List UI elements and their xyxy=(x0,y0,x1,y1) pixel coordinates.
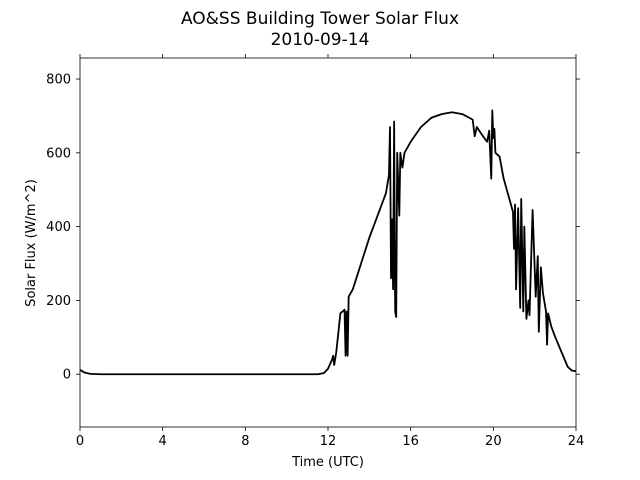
y-tick-label: 600 xyxy=(46,146,71,161)
x-tick-label: 24 xyxy=(568,434,585,449)
x-axis-label: Time (UTC) xyxy=(291,455,364,470)
x-tick-label: 12 xyxy=(320,434,337,449)
y-axis-label: Solar Flux (W/m^2) xyxy=(24,179,39,307)
x-tick-label: 20 xyxy=(485,434,502,449)
data-line xyxy=(79,109,577,376)
y-tick-label: 800 xyxy=(46,73,71,88)
x-tick-label: 16 xyxy=(402,434,419,449)
chart-title: AO&SS Building Tower Solar Flux xyxy=(181,9,459,29)
x-tick-label: 4 xyxy=(159,434,167,449)
y-tick-label: 400 xyxy=(46,220,71,235)
y-tick-label: 200 xyxy=(46,294,71,309)
plot-frame xyxy=(79,57,577,428)
x-tick-label: 0 xyxy=(76,434,84,449)
chart-subtitle: 2010-09-14 xyxy=(271,30,370,50)
x-tick-label: 8 xyxy=(241,434,249,449)
y-tick-label: 0 xyxy=(63,368,71,383)
